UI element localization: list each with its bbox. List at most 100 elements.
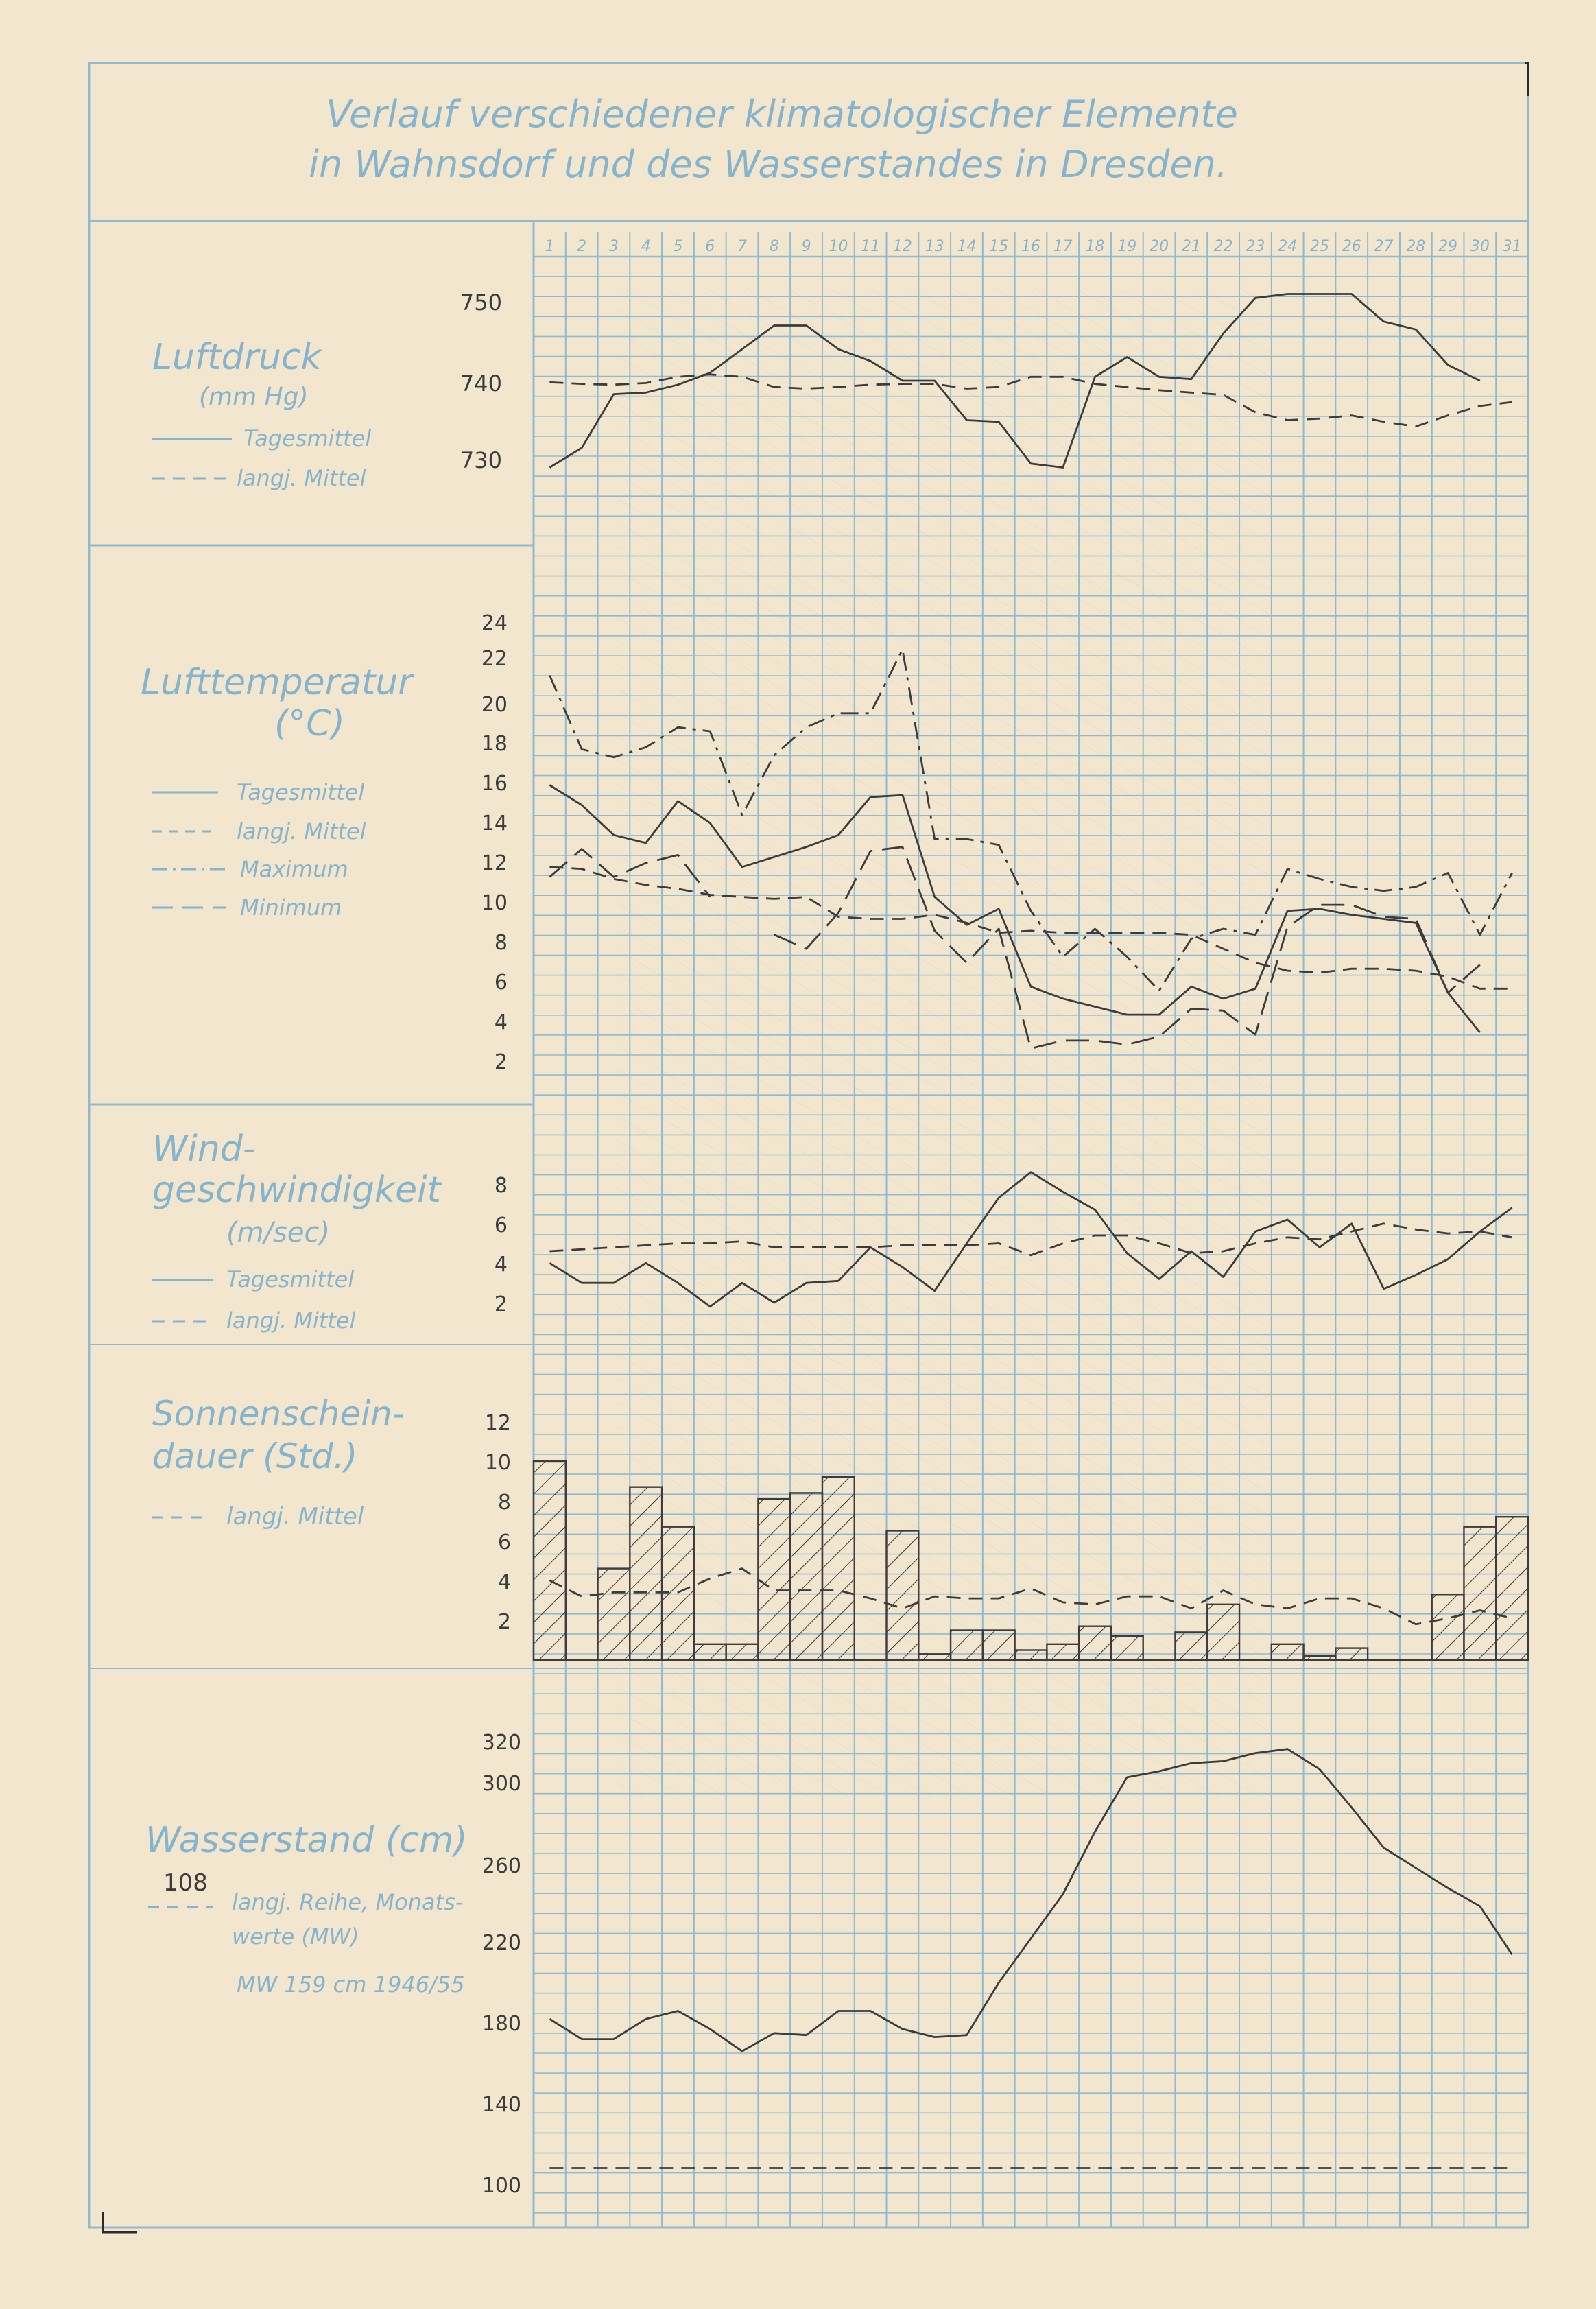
wasser-legend-line2: werte (MW) — [232, 1923, 359, 1950]
tick-temp-4: 4 — [495, 1010, 508, 1034]
day-label-4: 4 — [641, 238, 651, 255]
day-label-27: 27 — [1374, 238, 1394, 255]
wind-title-line2: geschwindigkeit — [152, 1170, 442, 1211]
day-label-7: 7 — [737, 238, 747, 255]
tick-wasser-320: 320 — [482, 1731, 521, 1755]
chart-title-line2: in Wahnsdorf und des Wasserstandes in Dr… — [309, 143, 1228, 186]
wasser-mw-note: MW 159 cm 1946/55 — [237, 1971, 465, 1998]
sunshine-bar-day-21 — [1174, 1631, 1208, 1661]
sunshine-bar-day-4 — [629, 1486, 663, 1661]
tick-wind-4: 4 — [495, 1253, 508, 1277]
temperatur-legend-langj: langj. Mittel — [237, 818, 366, 844]
sunshine-bar-day-16 — [1014, 1649, 1048, 1661]
tick-wasser-220: 220 — [482, 1931, 521, 1955]
tick-wasser-260: 260 — [482, 1854, 521, 1878]
day-label-22: 22 — [1214, 238, 1233, 255]
tick-temp-6: 6 — [495, 971, 508, 995]
day-label-10: 10 — [829, 238, 848, 255]
day-label-14: 14 — [957, 238, 976, 255]
day-label-18: 18 — [1086, 238, 1105, 255]
sunshine-bar-day-31 — [1495, 1515, 1529, 1661]
day-label-8: 8 — [770, 238, 779, 255]
wind-unit: (m/sec) — [226, 1217, 330, 1248]
sunshine-bars — [532, 1460, 1529, 1661]
chart-title-line1: Verlauf verschiedener klimatologischer E… — [326, 93, 1238, 136]
sunshine-bar-day-19 — [1110, 1635, 1144, 1661]
tick-temp-24: 24 — [481, 611, 508, 635]
day-label-16: 16 — [1021, 238, 1040, 255]
lufttemperatur-minimum-line-1 — [774, 846, 1481, 1050]
day-label-21: 21 — [1182, 238, 1201, 255]
tick-wasser-180: 180 — [482, 2012, 521, 2036]
day-label-9: 9 — [802, 238, 811, 255]
sunshine-bar-day-17 — [1046, 1643, 1080, 1661]
sunshine-bar-day-13 — [918, 1653, 952, 1661]
y-tick-labels: 750 740 730 24 22 20 18 16 14 12 10 8 6 … — [460, 289, 521, 2198]
day-label-19: 19 — [1117, 238, 1136, 255]
sunshine-bar-day-30 — [1463, 1526, 1497, 1661]
sunshine-bar-day-24 — [1270, 1643, 1305, 1661]
tick-temp-2: 2 — [495, 1050, 508, 1074]
tick-wasser-300: 300 — [482, 1772, 521, 1796]
sunshine-bar-day-10 — [821, 1476, 855, 1661]
day-label-25: 25 — [1310, 238, 1329, 255]
luftdruck-legend-langj: langj. Mittel — [237, 465, 366, 491]
plot-grid — [533, 232, 1529, 2227]
tick-wasser-100: 100 — [482, 2174, 521, 2198]
tick-sonne-8: 8 — [498, 1491, 511, 1515]
sunshine-bar-day-18 — [1077, 1625, 1112, 1661]
tick-temp-12: 12 — [481, 851, 508, 875]
black-corner-marks — [102, 62, 1529, 2234]
tick-sonne-4: 4 — [498, 1570, 511, 1594]
sunshine-bar-day-12 — [885, 1530, 920, 1661]
day-label-31: 31 — [1503, 238, 1522, 255]
tick-temp-14: 14 — [481, 812, 508, 836]
temperatur-unit: (°C) — [274, 703, 345, 744]
panel-sonne-label: Sonnenschein- dauer (Std.) langj. Mittel — [152, 1394, 405, 1530]
tick-wasser-140: 140 — [482, 2093, 521, 2117]
day-label-26: 26 — [1342, 238, 1361, 255]
wasser-title: Wasserstand (cm) — [145, 1820, 468, 1861]
sunshine-bar-day-9 — [789, 1492, 824, 1661]
data-lines — [549, 293, 1513, 2169]
tick-temp-10: 10 — [481, 891, 508, 915]
sunshine-bar-day-22 — [1206, 1603, 1241, 1661]
luftdruck-legend-tagesmittel: Tagesmittel — [243, 425, 371, 451]
sunshine-bar-day-1 — [532, 1460, 567, 1661]
tick-sonne-2: 2 — [498, 1610, 511, 1634]
lufttemperatur-tagesmittel-line — [549, 784, 1481, 1034]
day-label-13: 13 — [925, 238, 944, 255]
day-label-6: 6 — [705, 238, 715, 255]
sunshine-bar-day-26 — [1335, 1647, 1369, 1661]
tick-temp-20: 20 — [481, 693, 508, 717]
sunshine-bar-day-29 — [1431, 1594, 1465, 1661]
panel-temperatur-label: Lufttemperatur (°C) Tagesmittel langj. M… — [141, 662, 415, 921]
day-label-30: 30 — [1470, 238, 1490, 255]
sunshine-bar-day-5 — [660, 1526, 695, 1661]
sunshine-bar-day-6 — [693, 1643, 727, 1661]
tick-luftdruck-750: 750 — [460, 289, 502, 316]
sunshine-bar-day-7 — [725, 1643, 759, 1661]
tick-sonne-12: 12 — [485, 1411, 511, 1435]
day-label-24: 24 — [1278, 238, 1297, 255]
tick-luftdruck-740: 740 — [460, 370, 502, 396]
day-label-2: 2 — [577, 238, 586, 255]
day-label-17: 17 — [1053, 238, 1073, 255]
panel-wasser-label: Wasserstand (cm) 108 langj. Reihe, Monat… — [145, 1820, 468, 1998]
temperatur-legend-tagesmittel: Tagesmittel — [237, 779, 364, 805]
day-label-20: 20 — [1150, 238, 1169, 255]
tick-sonne-6: 6 — [498, 1530, 511, 1554]
lufttemperatur-minimum-line-0 — [549, 848, 711, 898]
day-label-28: 28 — [1406, 238, 1425, 255]
wind-legend-langj: langj. Mittel — [226, 1307, 356, 1334]
tick-temp-22: 22 — [481, 647, 508, 671]
day-label-23: 23 — [1246, 238, 1265, 255]
show-through-hatching — [617, 288, 1269, 1797]
tick-wind-6: 6 — [495, 1213, 508, 1238]
day-label-1: 1 — [545, 238, 554, 255]
day-label-12: 12 — [893, 238, 912, 255]
sunshine-bar-day-14 — [949, 1629, 984, 1661]
day-label-15: 15 — [989, 238, 1008, 255]
sunshine-bar-day-8 — [757, 1497, 791, 1661]
